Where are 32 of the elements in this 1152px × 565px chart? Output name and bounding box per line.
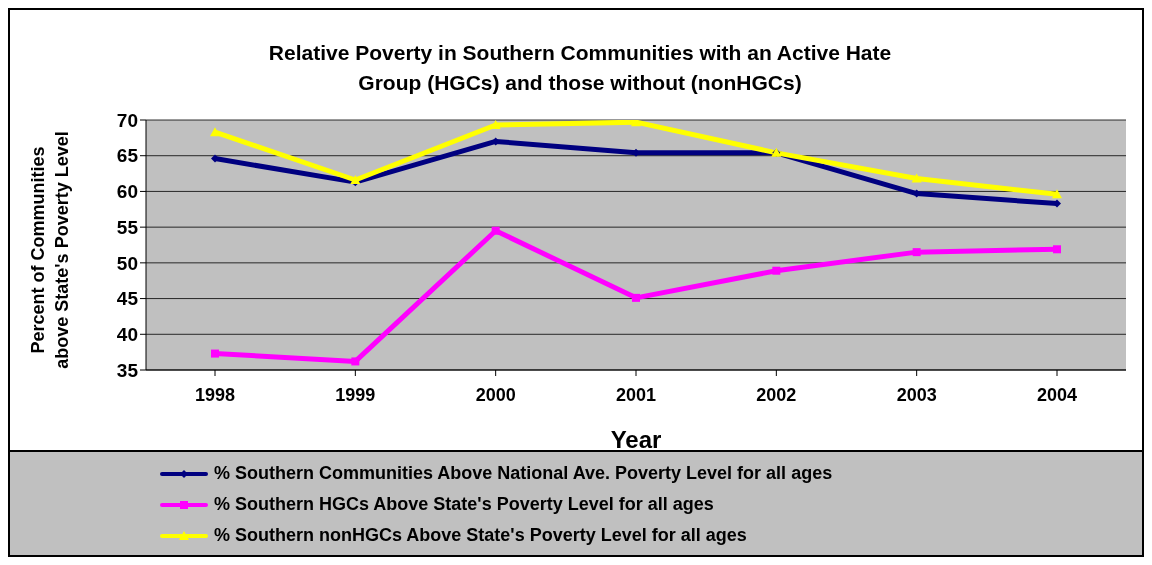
x-tick-label: 2001 [615, 384, 657, 405]
point [211, 154, 219, 163]
point [1053, 245, 1061, 254]
x-tick-label: 1998 [194, 384, 236, 405]
y-tick-label: 35 [116, 359, 139, 381]
x-axis-title: Year [610, 426, 662, 453]
y-tick-label: 60 [116, 181, 138, 203]
legend-label: % Southern HGCs Above State's Poverty Level for all ages [214, 494, 714, 515]
y-axis-title: Percent of Communities above State's Poverty Level [27, 130, 73, 371]
x-tick-label: 2000 [475, 384, 516, 405]
x-tick-label: 1999 [335, 384, 376, 405]
y-tick-label: 50 [116, 252, 138, 274]
point [211, 349, 219, 358]
point [210, 127, 220, 137]
point [632, 293, 640, 302]
x-tick-label: 2002 [756, 384, 797, 405]
y-tick-label: 65 [116, 145, 139, 167]
point [351, 357, 360, 366]
point [911, 173, 922, 183]
y-tick-label: 40 [116, 324, 138, 346]
y-tick-label: 70 [116, 109, 138, 131]
y-tick-label: 45 [116, 288, 139, 310]
point [912, 248, 921, 257]
x-tick-label: 2003 [896, 384, 937, 405]
y-tick-label: 55 [116, 216, 139, 238]
chart-title: Relative Poverty in Southern Communities with an Active Hate Group (HGCs) and those without (nonHGCs) [267, 40, 893, 96]
x-tick-label: 2004 [1036, 384, 1078, 405]
point [772, 266, 781, 275]
legend-label: % Southern Communities Above National Ave. Poverty Level for all ages [214, 463, 833, 484]
point [1052, 189, 1062, 199]
point [491, 226, 500, 235]
legend-label: % Southern nonHGCs Above State's Poverty Level for all ages [214, 525, 747, 546]
